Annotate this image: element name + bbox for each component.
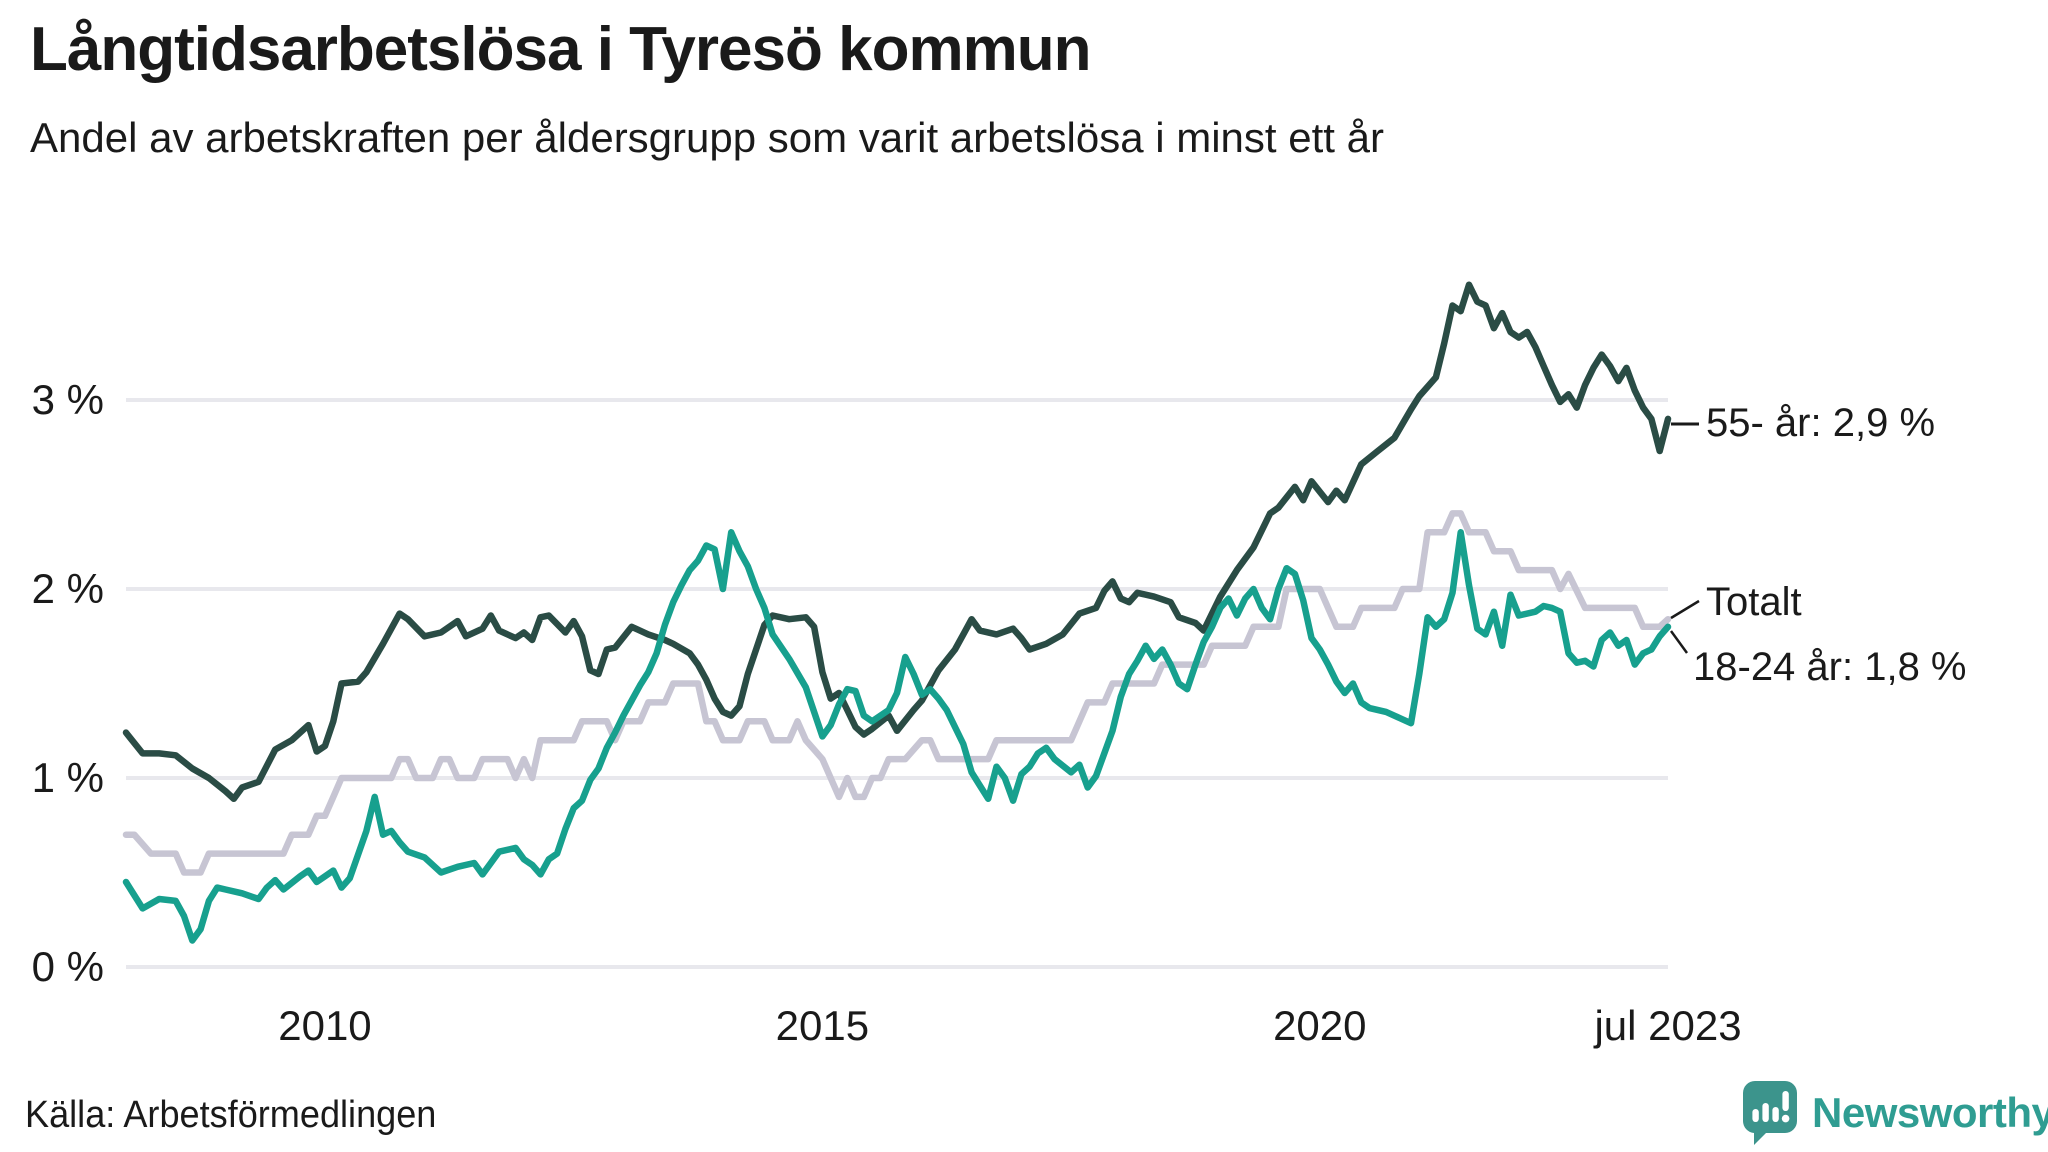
series-label-totalt: Totalt bbox=[1706, 580, 1802, 624]
page-title: Långtidsarbetslösa i Tyresö kommun bbox=[30, 15, 1091, 84]
line-55-r bbox=[122, 281, 1672, 803]
brand-logo: Newsworthy bbox=[1742, 1080, 2048, 1146]
x-tick-2010: 2010 bbox=[278, 1002, 372, 1049]
series-lines bbox=[122, 281, 1672, 944]
speech-bubble-shape bbox=[1742, 1081, 1797, 1145]
connector-totalt bbox=[1670, 599, 1700, 620]
x-tick-2020: 2020 bbox=[1273, 1002, 1367, 1049]
line-18-24-r bbox=[122, 529, 1672, 944]
y-tick-1pct: 1 % bbox=[31, 754, 104, 801]
series-label-55-ar: 55- år: 2,9 % bbox=[1706, 401, 1936, 445]
y-tick-3pct: 3 % bbox=[31, 376, 104, 423]
x-tick-jul-2023: jul 2023 bbox=[1594, 1002, 1742, 1049]
source-note: Källa: Arbetsförmedlingen bbox=[25, 1094, 437, 1136]
page-subtitle: Andel av arbetskraften per åldersgrupp s… bbox=[30, 114, 1384, 161]
line-totalt bbox=[122, 510, 1672, 876]
brand-wordmark: Newsworthy bbox=[1812, 1089, 2048, 1136]
newsworthy-icon bbox=[1742, 1081, 1797, 1145]
series-label-18-24: 18-24 år: 1,8 % bbox=[1693, 645, 1967, 689]
y-tick-2pct: 2 % bbox=[31, 565, 104, 612]
y-tick-0pct: 0 % bbox=[31, 943, 104, 990]
connector-18-24 bbox=[1669, 630, 1689, 654]
annotation-connectors bbox=[1669, 422, 1700, 654]
x-tick-2015: 2015 bbox=[775, 1002, 870, 1049]
